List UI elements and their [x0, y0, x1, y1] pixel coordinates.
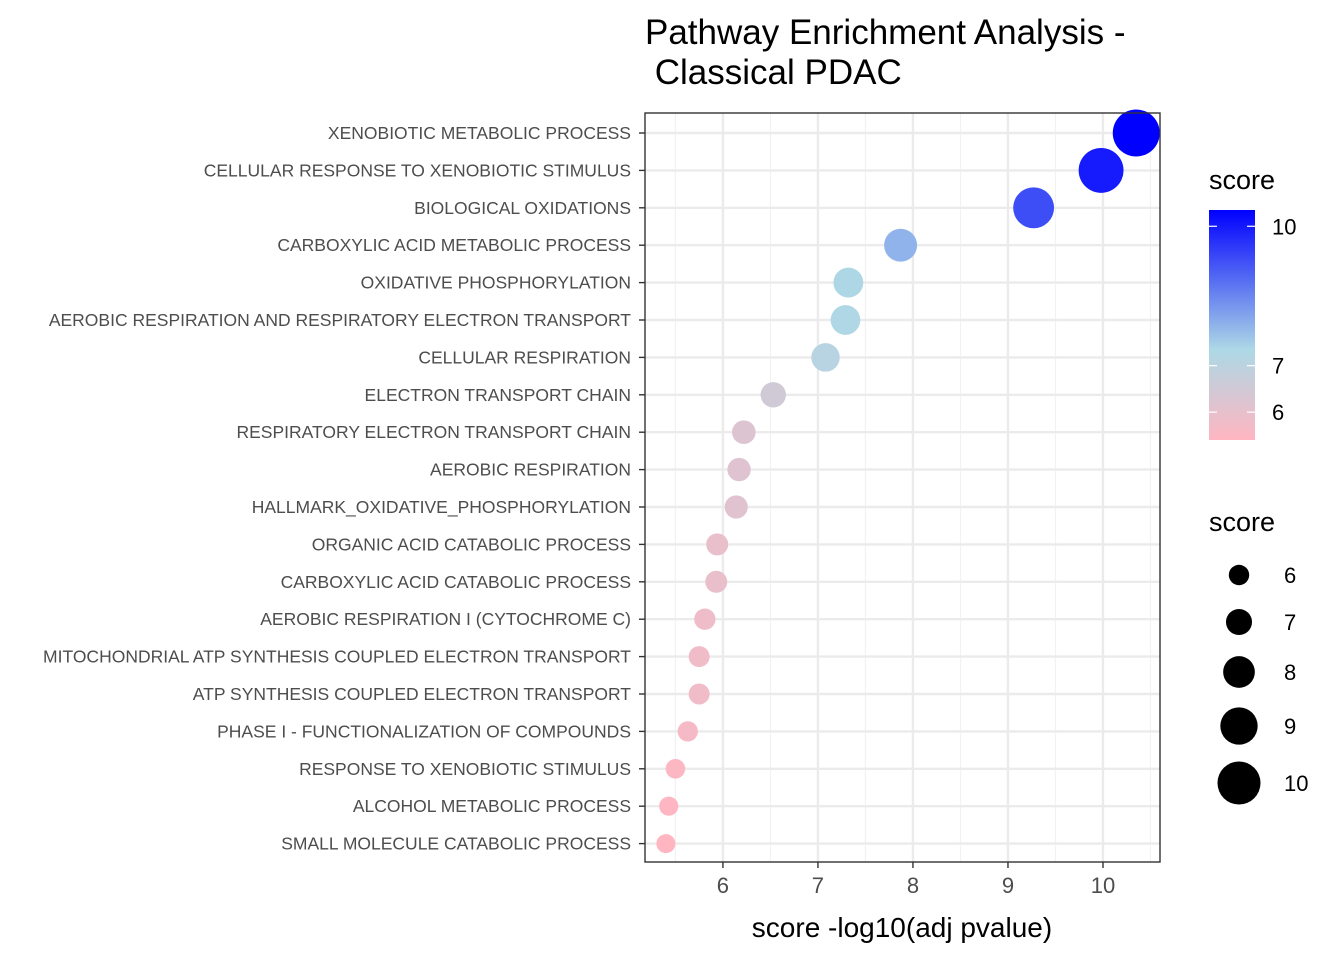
data-point — [688, 646, 710, 668]
data-point — [1078, 147, 1124, 193]
data-point — [706, 533, 729, 556]
x-tick-label: 7 — [812, 873, 824, 898]
y-tick-label: ALCOHOL METABOLIC PROCESS — [353, 796, 631, 816]
data-point — [1112, 109, 1160, 157]
size-legend-key — [1217, 761, 1261, 805]
x-tick-label: 8 — [907, 873, 919, 898]
x-axis-title: score -log10(adj pvalue) — [752, 912, 1052, 943]
data-point — [694, 608, 716, 630]
y-tick-label: AEROBIC RESPIRATION — [430, 460, 631, 480]
chart-title: Pathway Enrichment Analysis - Classical … — [645, 13, 1125, 92]
y-axis-labels: XENOBIOTIC METABOLIC PROCESS CELLULAR RES… — [43, 123, 645, 854]
color-legend-label: 10 — [1272, 214, 1296, 239]
size-legend-key — [1223, 656, 1255, 688]
color-bar — [1209, 210, 1255, 440]
size-legend-label: 7 — [1284, 610, 1296, 635]
data-point — [727, 457, 751, 482]
y-tick-label: RESPIRATORY ELECTRON TRANSPORT CHAIN — [237, 422, 632, 442]
size-legend-label: 9 — [1284, 714, 1296, 739]
size-legend-label: 8 — [1284, 660, 1296, 685]
data-point — [665, 759, 686, 779]
data-point — [760, 382, 786, 408]
color-legend-label: 7 — [1272, 354, 1284, 379]
y-tick-label: CARBOXYLIC ACID CATABOLIC PROCESS — [281, 572, 631, 592]
y-tick-label: AEROBIC RESPIRATION I (CYTOCHROME C) — [260, 609, 631, 629]
x-tick-label: 9 — [1002, 873, 1014, 898]
y-tick-label: HALLMARK_OXIDATIVE_PHOSPHORYLATION — [252, 497, 631, 518]
size-legend: score 6 7 8 9 10 — [1209, 507, 1308, 805]
y-tick-label: RESPONSE TO XENOBIOTIC STIMULUS — [299, 759, 631, 779]
data-point — [811, 343, 840, 372]
x-axis-ticks: 6 7 8 9 10 — [717, 862, 1115, 898]
data-point — [833, 267, 864, 298]
y-tick-label: CARBOXYLIC ACID METABOLIC PROCESS — [277, 235, 631, 255]
y-tick-label: SMALL MOLECULE CATABOLIC PROCESS — [281, 834, 631, 854]
data-point — [659, 796, 679, 816]
data-point — [705, 570, 728, 593]
panel-border — [644, 112, 1161, 863]
data-point — [688, 683, 710, 705]
y-tick-label: AEROBIC RESPIRATION AND RESPIRATORY ELEC… — [49, 310, 631, 330]
size-legend-key — [1225, 608, 1253, 636]
color-legend-label: 6 — [1272, 400, 1284, 425]
size-legend-label: 10 — [1284, 771, 1308, 796]
data-points — [644, 109, 1161, 863]
color-legend: score 6 7 10 — [1209, 165, 1296, 440]
data-point — [1013, 187, 1055, 229]
size-legend-title: score — [1209, 507, 1275, 537]
y-tick-label: PHASE I - FUNCTIONALIZATION OF COMPOUNDS — [217, 721, 631, 741]
color-legend-title: score — [1209, 165, 1275, 195]
data-point — [884, 228, 918, 262]
x-tick-label: 10 — [1091, 873, 1115, 898]
x-tick-label: 6 — [717, 873, 729, 898]
size-legend-key — [1220, 707, 1258, 745]
y-tick-label: XENOBIOTIC METABOLIC PROCESS — [328, 123, 631, 143]
y-tick-label: ATP SYNTHESIS COUPLED ELECTRON TRANSPORT — [193, 684, 632, 704]
y-tick-label: MITOCHONDRIAL ATP SYNTHESIS COUPLED ELEC… — [43, 647, 631, 667]
y-tick-label: ELECTRON TRANSPORT CHAIN — [365, 385, 631, 405]
chart-title-line-1: Pathway Enrichment Analysis - — [645, 13, 1125, 52]
size-legend-key — [1228, 564, 1250, 586]
y-tick-label: CELLULAR RESPONSE TO XENOBIOTIC STIMULUS — [204, 160, 631, 180]
data-point — [732, 420, 756, 445]
y-tick-label: CELLULAR RESPIRATION — [418, 347, 631, 367]
y-tick-label: ORGANIC ACID CATABOLIC PROCESS — [312, 534, 631, 554]
data-point — [724, 495, 748, 519]
data-point — [656, 834, 676, 854]
chart-title-line-2: Classical PDAC — [645, 53, 902, 92]
y-tick-label: OXIDATIVE PHOSPHORYLATION — [361, 273, 631, 293]
y-tick-label: BIOLOGICAL OXIDATIONS — [414, 198, 631, 218]
data-point — [830, 305, 861, 335]
size-legend-label: 6 — [1284, 563, 1296, 588]
data-point — [677, 721, 698, 742]
